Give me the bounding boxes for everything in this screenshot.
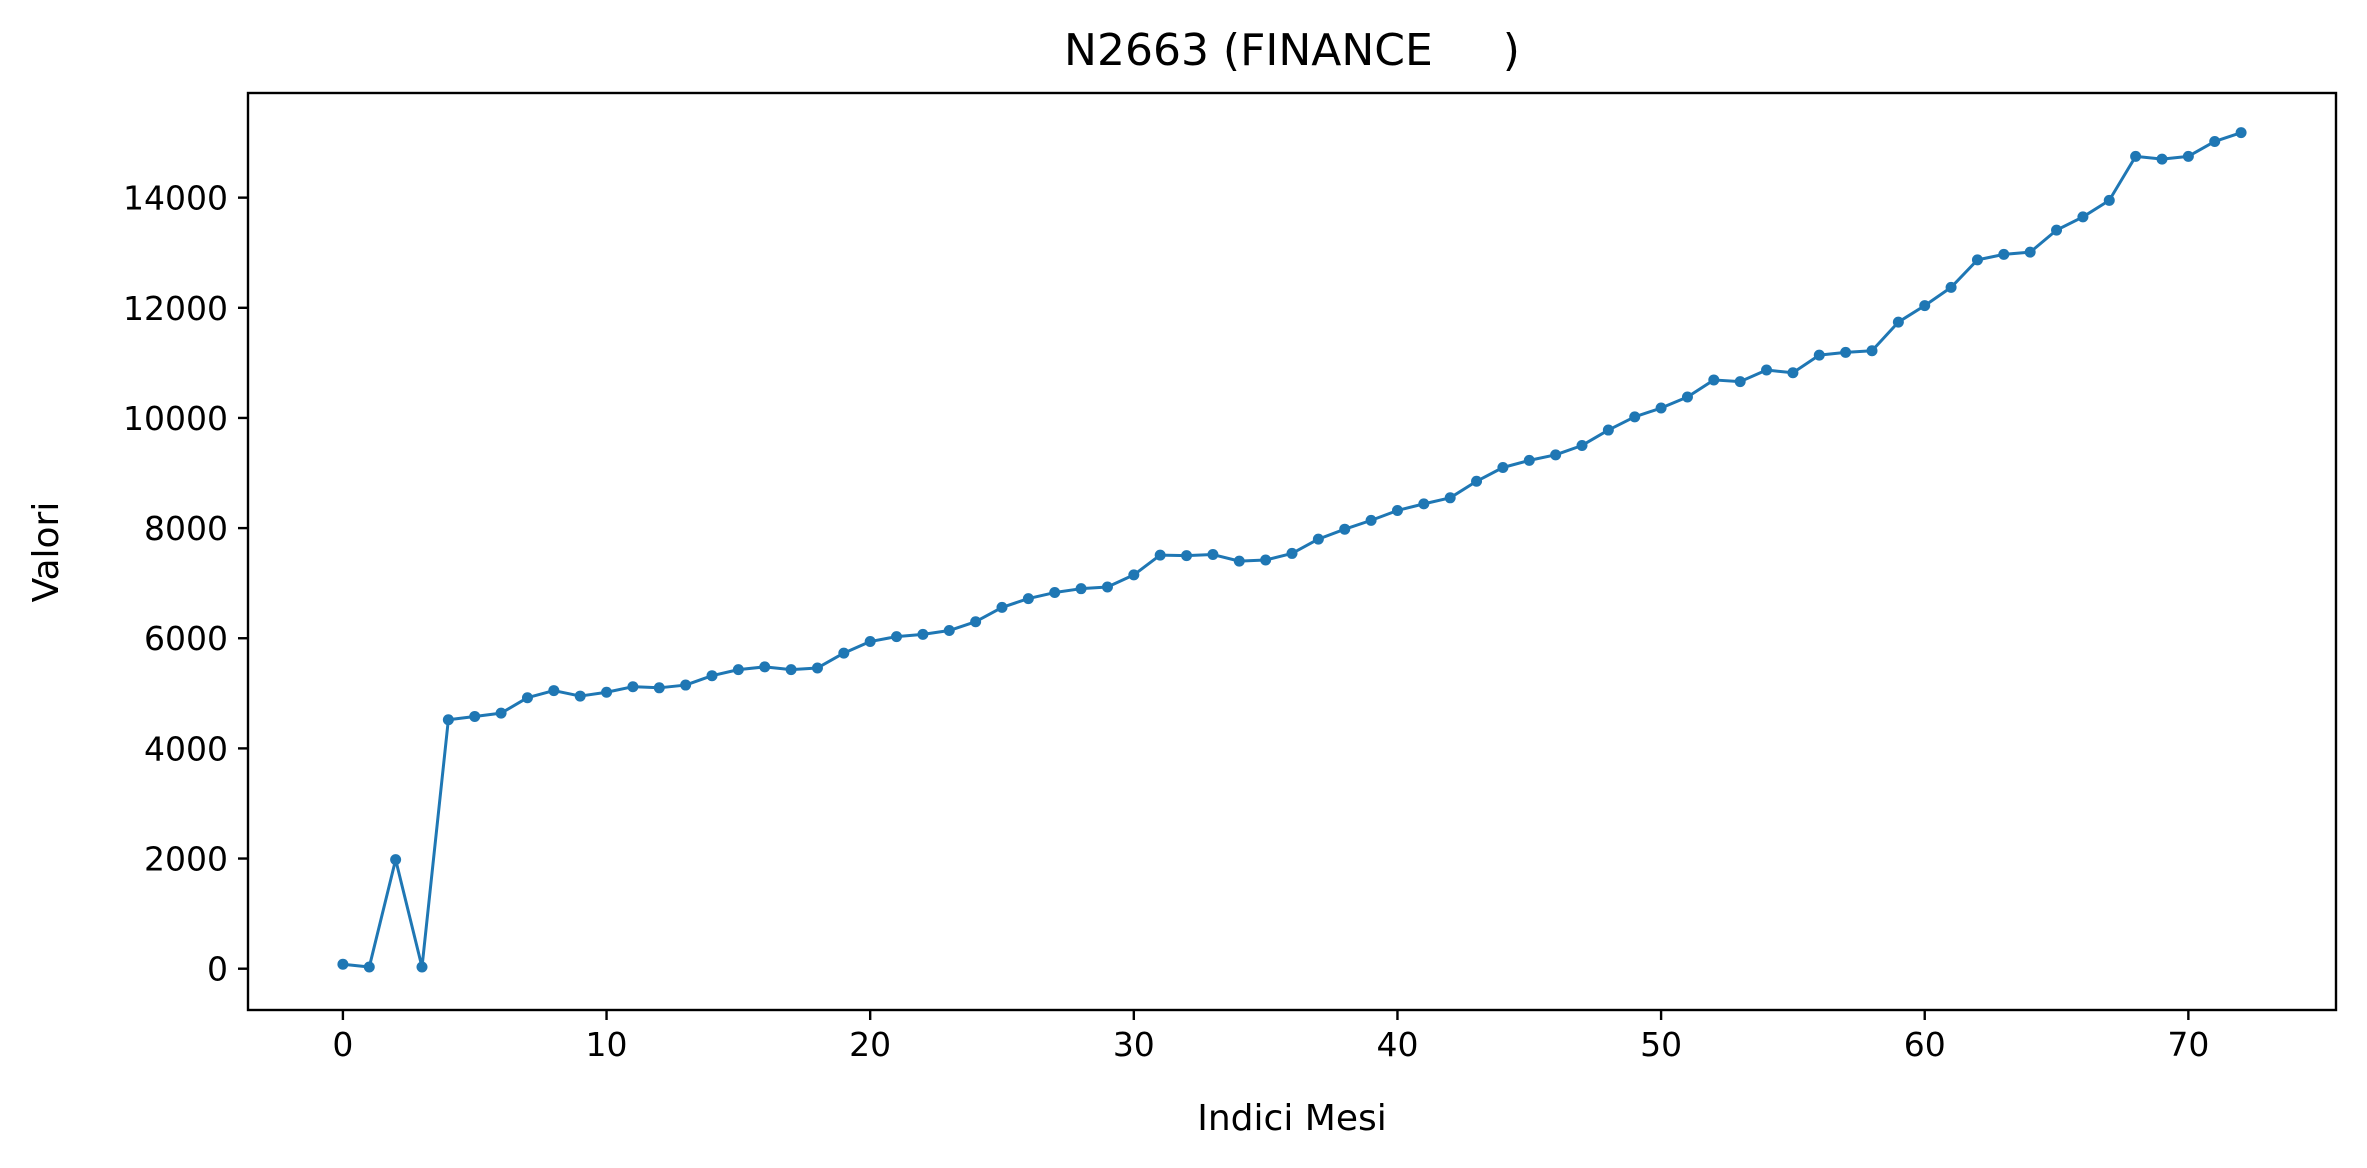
plot-area (337, 127, 2247, 973)
data-point (785, 664, 797, 676)
data-point (1971, 254, 1983, 266)
data-point (1181, 550, 1193, 562)
data-point (627, 681, 639, 693)
data-point (1207, 549, 1219, 561)
data-point (653, 682, 665, 694)
data-point (1866, 345, 1878, 357)
x-tick-label: 10 (586, 1025, 628, 1064)
x-tick-label: 70 (2167, 1025, 2209, 1064)
data-point (1418, 498, 1430, 510)
data-point (706, 670, 718, 682)
data-point (1312, 533, 1324, 545)
data-point (1260, 554, 1272, 566)
data-point (943, 625, 955, 637)
data-point (996, 601, 1008, 613)
data-point (917, 628, 929, 640)
data-point (1444, 492, 1456, 504)
data-point (1813, 349, 1825, 361)
x-tick-label: 20 (849, 1025, 891, 1064)
x-tick-label: 50 (1640, 1025, 1682, 1064)
data-point (2130, 150, 2142, 162)
y-axis: 0 2000 4000 6000 8000 10000 12000 14000 (123, 179, 248, 989)
data-point (1128, 569, 1140, 581)
data-point (1998, 248, 2010, 260)
data-point (864, 636, 876, 648)
data-point (1365, 514, 1377, 526)
data-point (1286, 547, 1298, 559)
data-point (1391, 504, 1403, 516)
chart-title: N2663 (FINANCE ) (1064, 25, 1520, 76)
data-point (601, 686, 613, 698)
y-tick-label: 12000 (123, 289, 228, 328)
data-point (1022, 593, 1034, 605)
data-point (1075, 583, 1087, 595)
data-point (1233, 555, 1245, 567)
data-point (495, 707, 507, 719)
data-point (1523, 454, 1535, 466)
x-axis: 0 10 20 30 40 50 60 70 (332, 1010, 2209, 1064)
data-point (1049, 587, 1061, 599)
y-tick-label: 14000 (123, 179, 228, 218)
data-point (548, 685, 560, 697)
x-axis-label: Indici Mesi (1197, 1098, 1387, 1139)
data-point (2235, 127, 2247, 139)
x-tick-label: 0 (332, 1025, 353, 1064)
y-tick-label: 2000 (144, 840, 228, 879)
data-point (1840, 346, 1852, 358)
data-point (2182, 150, 2194, 162)
data-point (1892, 316, 1904, 328)
data-point (1497, 462, 1509, 474)
data-point (363, 961, 375, 973)
y-axis-label: Valori (26, 502, 67, 603)
data-point (574, 690, 586, 702)
y-tick-label: 10000 (123, 399, 228, 438)
y-tick-label: 0 (207, 950, 228, 989)
y-tick-label: 6000 (144, 619, 228, 658)
data-point (1681, 391, 1693, 403)
data-point (1919, 300, 1931, 312)
data-point (1101, 581, 1113, 593)
data-point (1550, 449, 1562, 461)
data-point (891, 631, 903, 643)
data-point (1576, 439, 1588, 451)
data-point (1629, 411, 1641, 423)
data-point (970, 616, 982, 628)
x-tick-label: 40 (1376, 1025, 1418, 1064)
data-point (2103, 194, 2115, 206)
data-point (442, 714, 454, 726)
y-tick-label: 4000 (144, 729, 228, 768)
data-point (2024, 246, 2036, 258)
data-point (2156, 153, 2168, 165)
y-tick-label: 8000 (144, 509, 228, 548)
data-point (1655, 402, 1667, 414)
data-point (1339, 523, 1351, 535)
data-point (1734, 376, 1746, 388)
data-point (811, 662, 823, 674)
data-point (1761, 364, 1773, 376)
data-point (1945, 281, 1957, 293)
data-point (390, 854, 402, 866)
data-point (1154, 549, 1166, 561)
x-tick-label: 60 (1904, 1025, 1946, 1064)
data-point (337, 958, 349, 970)
data-point (2209, 135, 2221, 147)
plot-frame (246, 91, 2338, 1012)
data-point (680, 679, 692, 691)
data-point (469, 710, 481, 722)
data-point (838, 647, 850, 659)
data-point (732, 664, 744, 676)
data-point (416, 961, 428, 973)
data-point (1471, 475, 1483, 487)
data-point (521, 692, 533, 704)
data-point (1708, 374, 1720, 386)
data-point (1602, 424, 1614, 436)
data-point (1787, 367, 1799, 379)
data-point (759, 661, 771, 673)
data-point (2051, 224, 2063, 236)
data-point (2077, 211, 2089, 223)
x-tick-label: 30 (1113, 1025, 1155, 1064)
